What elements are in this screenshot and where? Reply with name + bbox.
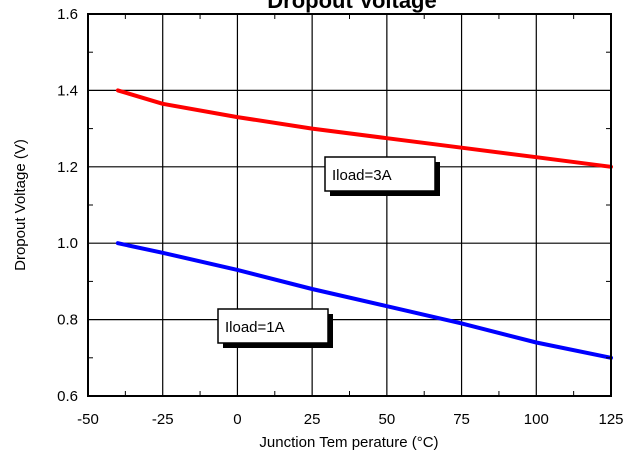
annotation-box	[217, 308, 329, 344]
x-tick-label: -25	[152, 411, 174, 428]
x-tick-label: 25	[304, 411, 321, 428]
annotation-box	[324, 156, 436, 192]
annotation-label: Iload=1A	[225, 319, 285, 336]
y-tick-label: 1.2	[57, 159, 78, 176]
y-tick-label: 1.4	[57, 82, 78, 99]
annotation-iload-1a: Iload=1A	[217, 308, 333, 348]
grid-lines	[88, 14, 611, 396]
series-line-iload-1a	[115, 241, 613, 360]
y-tick-label: 0.6	[57, 388, 78, 405]
x-tick-label: 0	[233, 411, 241, 428]
y-tick-label: 1.0	[57, 235, 78, 252]
series-lines	[115, 88, 613, 360]
x-tick-label: 100	[524, 411, 549, 428]
x-axis-label: Junction Tem perature (°C)	[259, 434, 438, 451]
x-tick-label: -50	[77, 411, 99, 428]
annotation-iload-3a: Iload=3A	[324, 156, 440, 196]
series-line-iload-3a	[115, 88, 613, 169]
axis-ticks: -50 -25 0 25 50 75 100 125 0.6 0.8 1.0 1.2 1.4 1.6	[57, 6, 623, 428]
chart-title: Dropout Voltage	[267, 0, 436, 13]
x-tick-label: 75	[453, 411, 470, 428]
y-tick-label: 0.8	[57, 312, 78, 329]
y-axis-label: Dropout Voltage (V)	[12, 139, 29, 271]
x-tick-label: 50	[379, 411, 396, 428]
annotations: Iload=3A Iload=1A	[217, 156, 440, 348]
y-tick-label: 1.6	[57, 6, 78, 23]
x-tick-label: 125	[598, 411, 623, 428]
annotation-label: Iload=3A	[332, 167, 392, 184]
plot-frame	[87, 13, 612, 397]
